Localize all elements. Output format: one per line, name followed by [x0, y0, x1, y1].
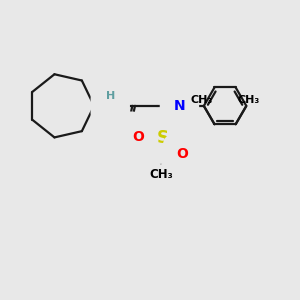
Text: N: N — [104, 99, 116, 113]
Text: N: N — [174, 99, 185, 113]
Text: O: O — [132, 130, 144, 144]
Text: O: O — [119, 125, 131, 139]
Text: CH₃: CH₃ — [237, 95, 260, 105]
Text: O: O — [176, 147, 188, 161]
Text: CH₃: CH₃ — [190, 95, 213, 105]
Text: S: S — [157, 129, 169, 147]
Text: CH₃: CH₃ — [149, 168, 173, 181]
Text: H: H — [106, 92, 115, 101]
